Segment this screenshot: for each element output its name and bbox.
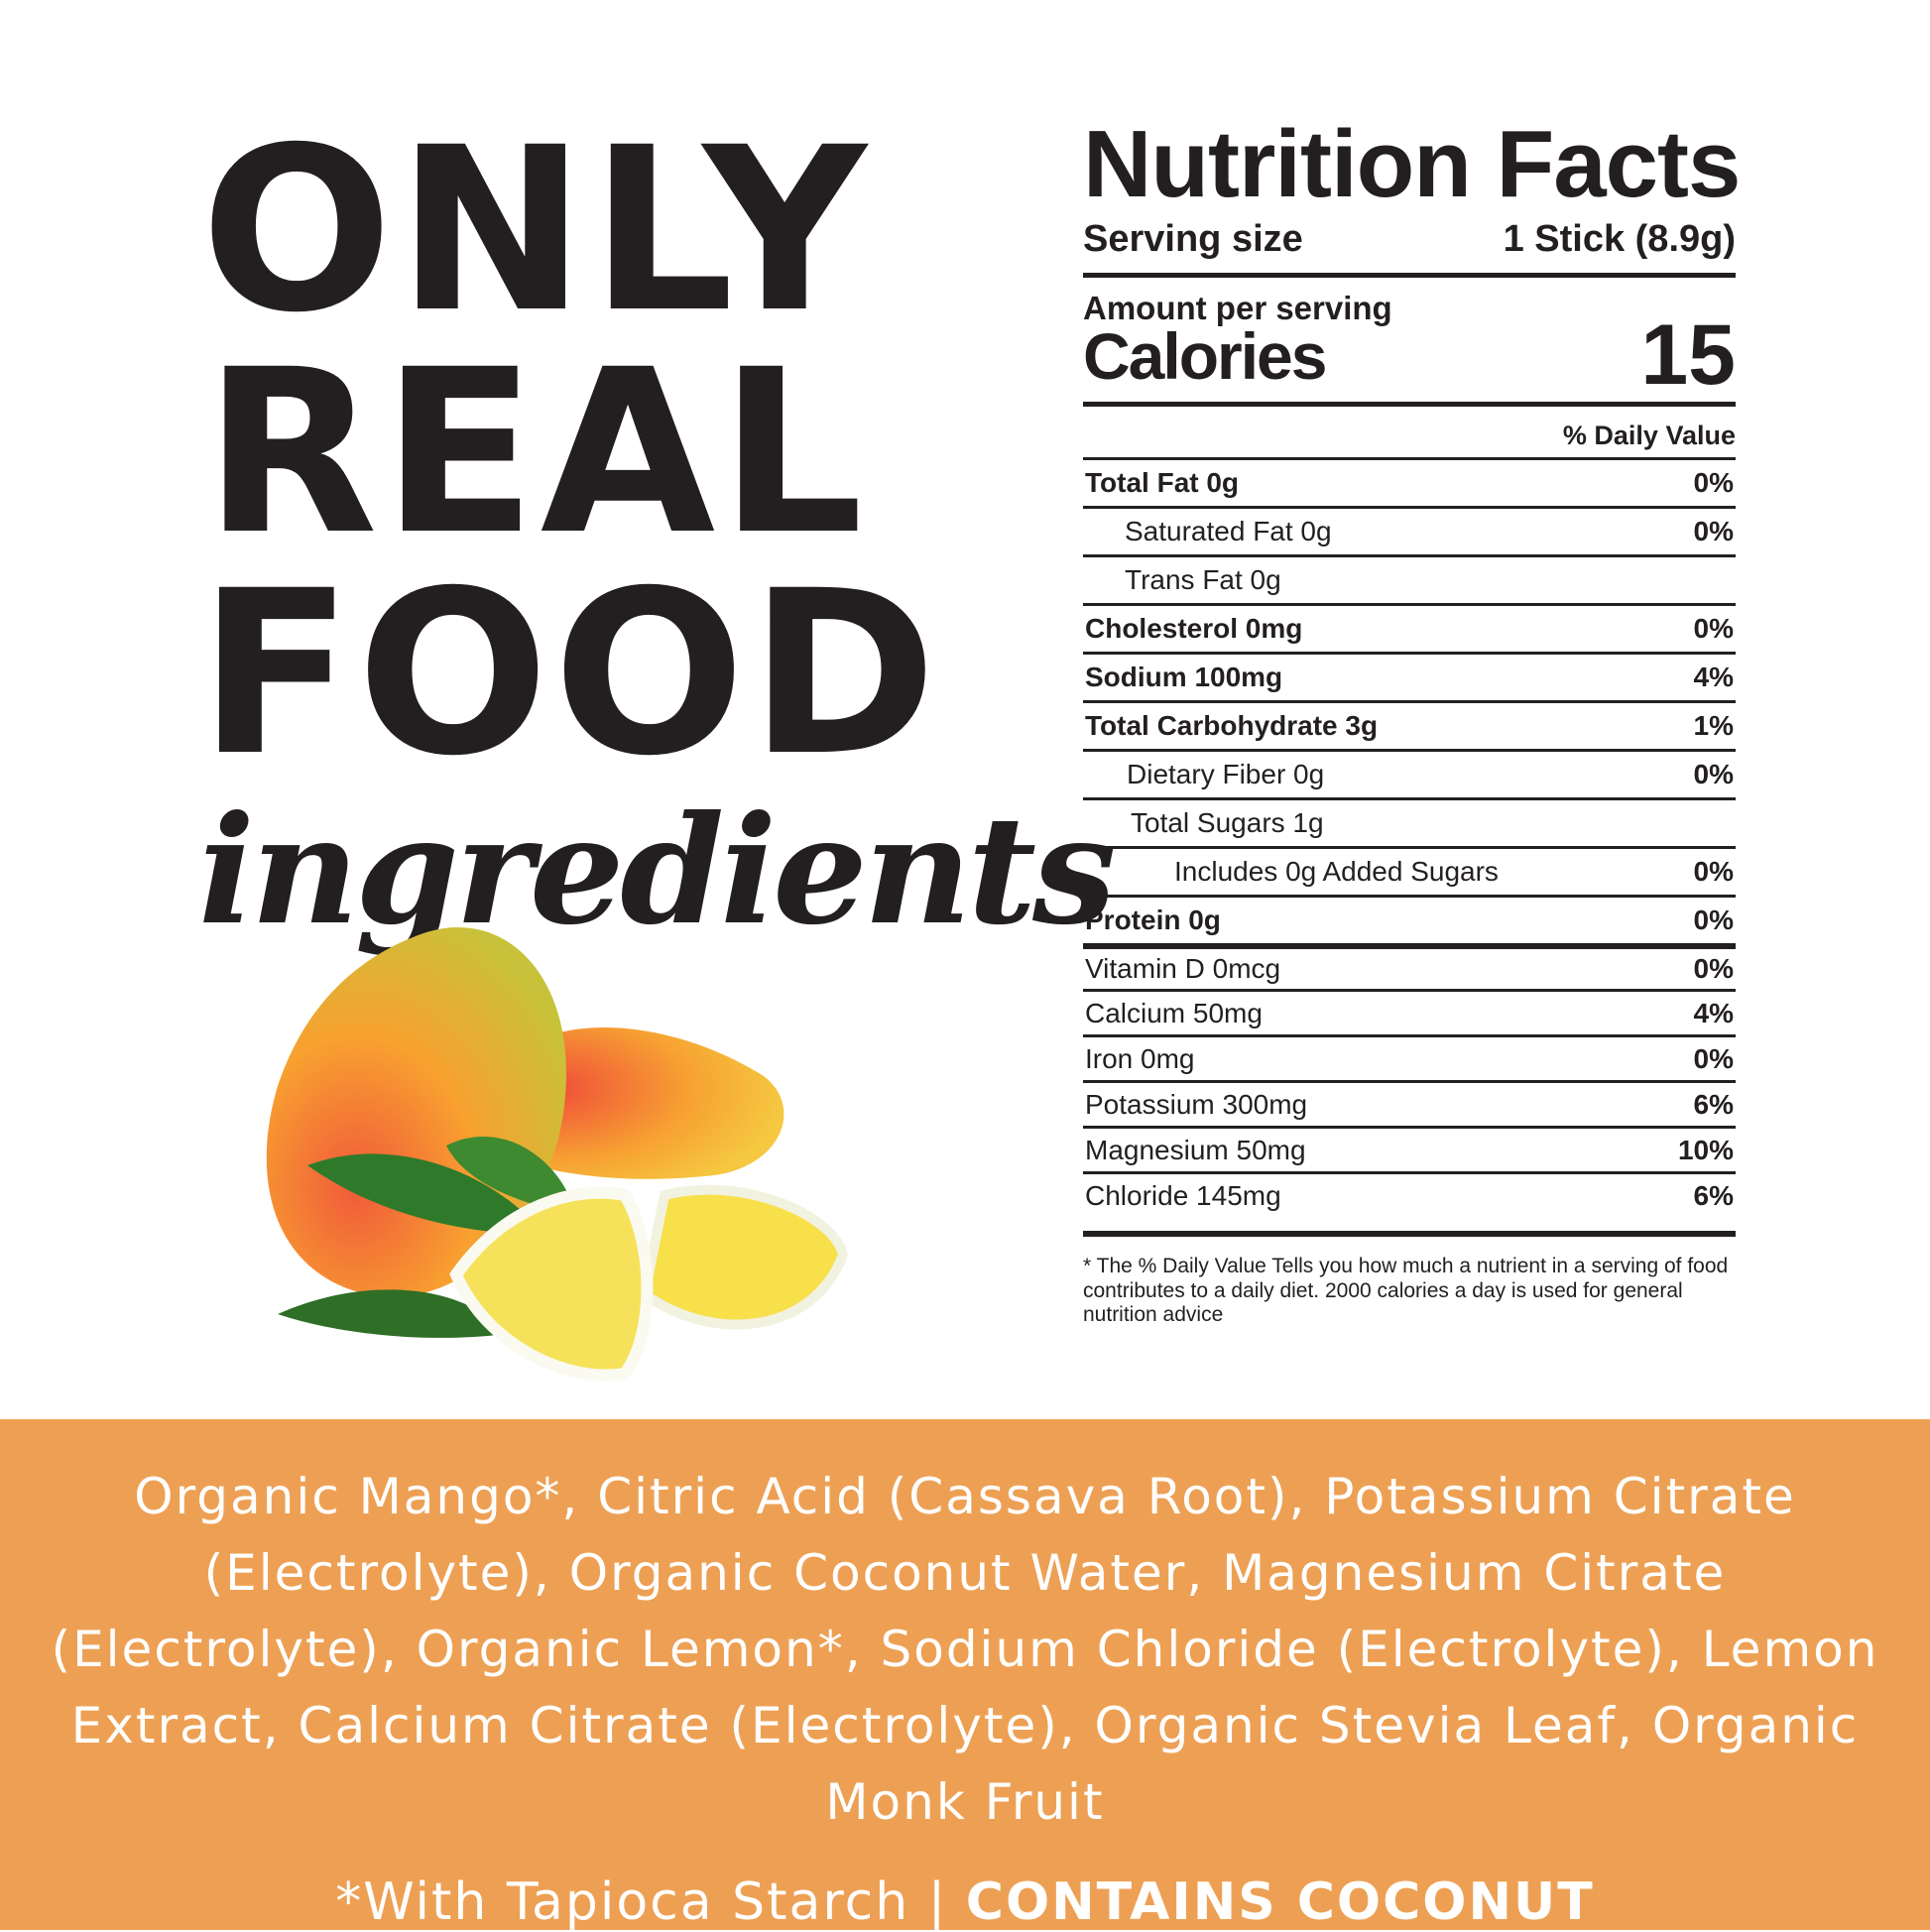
nutrient-row: Total Sugars 1g	[1083, 797, 1736, 846]
nutrient-row: Dietary Fiber 0g 0%	[1083, 749, 1736, 797]
tapioca-note: *With Tapioca Starch |	[335, 1872, 966, 1932]
nutrient-row: Chloride 145mg 6%	[1083, 1171, 1736, 1217]
nutrient-dv: 6%	[1693, 1179, 1734, 1211]
nutrition-facts-panel: Nutrition Facts Serving size 1 Stick (8.…	[1083, 111, 1741, 1327]
nutrient-row: Saturated Fat 0g 0%	[1083, 506, 1736, 554]
nutrient-row: Total Fat 0g 0%	[1083, 457, 1736, 506]
footnote: * The % Daily Value Tells you how much a…	[1083, 1231, 1736, 1326]
nutrient-row: Total Carbohydrate 3g 1%	[1083, 700, 1736, 749]
allergen-warning: CONTAINS COCONUT	[965, 1872, 1595, 1932]
nutrient-row: Protein 0g 0%	[1083, 895, 1736, 943]
nutrient-name: Chloride 145mg	[1085, 1179, 1281, 1211]
ingredients-band: Organic Mango*, Citric Acid (Cassava Roo…	[0, 1419, 1930, 1932]
nutrient-row: Sodium 100mg 4%	[1083, 652, 1736, 700]
nutrient-name: Potassium 300mg	[1085, 1088, 1308, 1120]
ingredients-list: Organic Mango*, Citric Acid (Cassava Roo…	[51, 1468, 1879, 1831]
nutrition-title: Nutrition Facts	[1083, 111, 1741, 217]
headline-ingredients: ingredients	[198, 784, 1116, 958]
nutrient-row: Vitamin D 0mcg 0%	[1083, 943, 1736, 989]
nutrient-name: Total Sugars 1g	[1131, 807, 1324, 839]
nutrient-dv: 0%	[1693, 1042, 1734, 1074]
nutrient-name: Dietary Fiber 0g	[1127, 759, 1325, 790]
nutrient-row: Magnesium 50mg 10%	[1083, 1126, 1736, 1171]
nutrient-row: Includes 0g Added Sugars 0%	[1083, 846, 1736, 895]
nutrient-dv: 0%	[1693, 467, 1734, 499]
nutrient-dv: 6%	[1693, 1088, 1734, 1120]
nutrient-dv: 0%	[1693, 953, 1734, 985]
nutrient-name: Includes 0g Added Sugars	[1174, 856, 1499, 888]
calories-label: Calories	[1083, 319, 1327, 394]
calories-value: 15	[1640, 307, 1736, 403]
nutrient-name: Trans Fat 0g	[1125, 564, 1281, 596]
divider	[1083, 402, 1736, 408]
mango-lemon-image	[266, 926, 849, 1382]
serving-label: Serving size	[1083, 218, 1303, 260]
serving-value: 1 Stick (8.9g)	[1503, 218, 1736, 260]
nutrient-dv: 4%	[1693, 662, 1734, 693]
headline-only: ONLY	[200, 98, 871, 362]
nutrient-dv: 0%	[1693, 759, 1734, 790]
nutrient-dv: 1%	[1693, 710, 1734, 742]
calories-row: Calories 15	[1083, 307, 1736, 403]
nutrient-row: Cholesterol 0mg 0%	[1083, 603, 1736, 652]
daily-value-header: % Daily Value	[1562, 421, 1736, 451]
nutrient-name: Total Fat 0g	[1085, 467, 1240, 499]
nutrient-name: Cholesterol 0mg	[1085, 613, 1303, 645]
nutrient-name: Sodium 100mg	[1085, 662, 1283, 693]
nutrient-name: Protein 0g	[1085, 905, 1221, 936]
nutrient-row: Potassium 300mg 6%	[1083, 1080, 1736, 1126]
nutrient-name: Iron 0mg	[1085, 1042, 1195, 1074]
nutrient-row: Iron 0mg 0%	[1083, 1034, 1736, 1080]
nutrient-dv: 0%	[1693, 856, 1734, 888]
nutrient-row: Calcium 50mg 4%	[1083, 989, 1736, 1034]
allergen-line: *With Tapioca Starch | CONTAINS COCONUT	[0, 1872, 1930, 1932]
amount-per-serving: Amount per serving	[1083, 290, 1392, 326]
nutrient-name: Magnesium 50mg	[1085, 1134, 1306, 1165]
nutrient-name: Total Carbohydrate 3g	[1085, 710, 1379, 742]
nutrient-row: Trans Fat 0g	[1083, 554, 1736, 603]
nutrient-dv: 0%	[1693, 613, 1734, 645]
nutrient-name: Vitamin D 0mcg	[1085, 953, 1281, 985]
nutrient-name: Calcium 50mg	[1085, 997, 1263, 1028]
headline-food: FOOD	[198, 542, 941, 805]
nutrient-name: Saturated Fat 0g	[1125, 516, 1332, 547]
nutrient-dv: 10%	[1677, 1134, 1734, 1165]
headline-real: REAL	[203, 320, 868, 584]
serving-size-row: Serving size 1 Stick (8.9g)	[1083, 218, 1736, 261]
nutrient-dv: 0%	[1693, 516, 1734, 547]
nutrient-dv: 4%	[1693, 997, 1734, 1028]
nutrient-dv: 0%	[1693, 905, 1734, 936]
divider	[1083, 273, 1736, 278]
